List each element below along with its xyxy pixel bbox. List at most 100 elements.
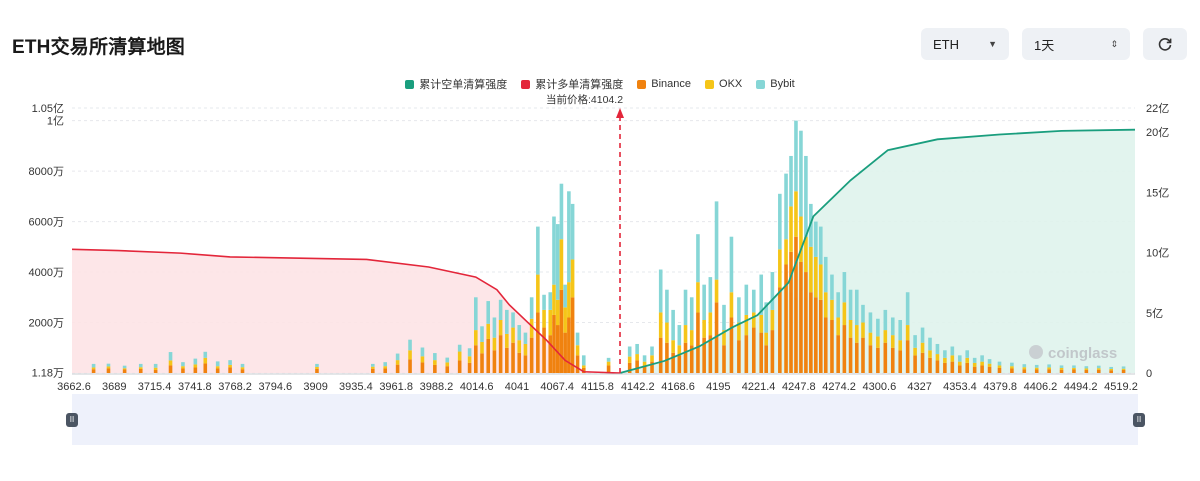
binance-bar [804,272,808,373]
binance-bar [570,297,575,373]
bybit-bar [181,362,185,367]
bybit-bar [536,226,540,275]
bybit-bar [552,216,556,285]
okx-bar [122,368,127,370]
legend-swatch [521,79,531,89]
binance-bar [383,368,388,373]
legend-item-binance[interactable]: Binance [637,76,691,92]
binance-bar [498,335,503,373]
bybit-bar [474,297,478,331]
scroller-left-handle[interactable]: II [66,413,78,427]
okx-bar [830,299,834,320]
binance-bar [789,251,793,373]
binance-bar [371,368,375,373]
bybit-bar [714,201,719,280]
binance-bar [511,342,515,373]
okx-bar [395,360,400,365]
legend-item-okx[interactable]: OKX [705,76,742,92]
x-tick-label: 4168.6 [661,381,695,393]
okx-bar [854,325,859,343]
bybit-bar [567,191,571,283]
legend-swatch [756,79,766,89]
okx-bar [498,320,503,336]
okx-bar [563,307,567,333]
refresh-button[interactable] [1143,28,1187,60]
bybit-bar [91,363,96,368]
x-tick-label: 4142.2 [621,381,655,393]
scroller-right-handle[interactable]: II [1133,413,1145,427]
okx-bar [997,365,1002,368]
okx-bar [606,361,611,366]
okx-bar [980,361,984,366]
okx-bar [467,356,472,363]
legend-item-long-cumulative[interactable]: 累计多单清算强度 [521,76,623,92]
okx-bar [965,357,970,363]
legend-item-bybit[interactable]: Bybit [756,76,795,92]
bybit-bar [627,346,632,357]
okx-bar [542,309,546,328]
okx-bar [677,345,682,356]
okx-bar [708,312,713,336]
bybit-bar [950,346,955,356]
bybit-bar [1047,364,1051,368]
okx-bar [722,330,726,346]
range-scroller[interactable] [72,394,1138,445]
bybit-bar [642,355,647,362]
bybit-bar [1072,365,1076,368]
okx-bar [987,363,992,367]
bybit-bar [570,203,575,260]
time-range-select[interactable]: 1天 ⇕ [1022,28,1130,60]
binance-bar [203,363,208,373]
x-tick-label: 4041 [505,381,529,393]
binance-bar [517,352,522,373]
okx-bar [138,367,143,369]
bybit-bar [240,363,245,368]
binance-bar [809,292,813,373]
bybit-bar [523,332,528,344]
okx-bar [898,340,903,351]
binance-bar [868,345,873,373]
binance-bar [714,302,719,373]
bybit-bar [650,346,654,356]
binance-bar [671,352,675,373]
bybit-bar [818,226,823,265]
binance-bar [1022,369,1027,373]
bybit-bar [898,320,903,341]
binance-bar [138,368,143,373]
bybit-bar [1022,364,1027,368]
y-left-tick-label: 1.05亿 [32,102,64,115]
x-tick-label: 4067.4 [540,381,574,393]
okx-bar [799,216,803,262]
bybit-bar [689,297,694,331]
bybit-bar [814,221,818,257]
symbol-select[interactable]: ETH ▼ [921,28,1009,60]
page-title: ETH交易所清算地图 [12,37,186,58]
x-tick-label: 4195 [706,381,730,393]
binance-bar [529,337,534,373]
bybit-bar [883,309,888,331]
x-tick-label: 4247.8 [782,381,816,393]
binance-bar [972,366,977,373]
chart-legend: 累计空单清算强度 累计多单清算强度 Binance OKX Bybit [0,76,1200,92]
binance-bar [555,325,560,373]
binance-bar [395,364,400,373]
y-left-tick-label: 4000万 [29,267,64,279]
current-price-label: 当前价格:4104.2 [546,94,624,106]
binance-bar [784,264,788,373]
okx-bar [751,312,756,328]
x-tick-label: 3961.8 [379,381,413,393]
bybit-bar [965,350,970,358]
x-tick-label: 3662.6 [57,381,91,393]
legend-label: 累计多单清算强度 [535,79,624,91]
binance-bar [1047,369,1051,373]
okx-bar [536,274,540,313]
legend-item-short-cumulative[interactable]: 累计空单清算强度 [405,76,507,92]
okx-bar [972,362,977,367]
x-tick-label: 4494.2 [1064,381,1098,393]
bybit-bar [778,193,782,250]
bybit-bar [581,355,586,366]
legend-swatch [705,79,715,89]
y-left-tick-label: 2000万 [29,318,64,330]
binance-bar [883,342,888,373]
bybit-bar [920,327,925,343]
